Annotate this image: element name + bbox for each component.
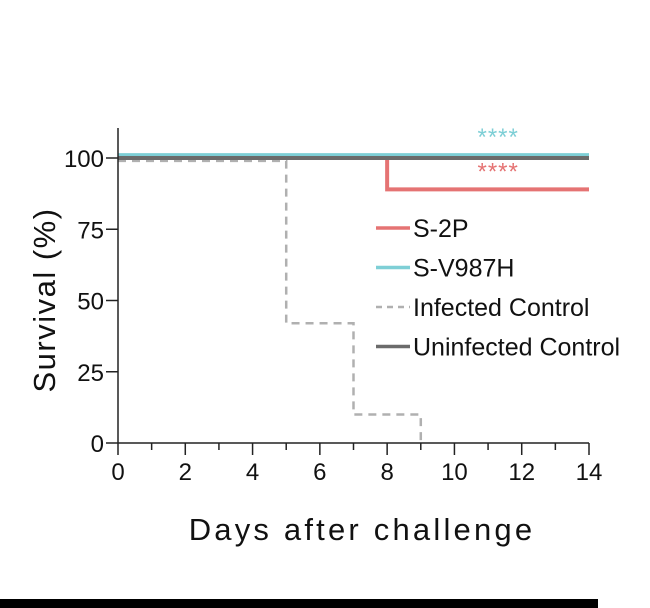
- legend-label-infected-control: Infected Control: [413, 294, 590, 322]
- y-tick-label: 100: [64, 146, 104, 173]
- y-axis-label: Survival (%): [27, 207, 62, 392]
- x-axis-label: Days after challenge: [189, 512, 536, 547]
- y-tick-label: 25: [77, 360, 104, 387]
- x-tick-label: 6: [313, 459, 326, 486]
- significance-marker: ****: [477, 158, 518, 185]
- y-tick-label: 0: [91, 431, 104, 458]
- x-tick-label: 0: [111, 459, 124, 486]
- legend-label-s-v987h: S-V987H: [413, 255, 514, 283]
- significance-marker: ****: [477, 124, 518, 151]
- series-line-infected-control: [118, 159, 423, 443]
- y-tick-label: 75: [77, 217, 104, 244]
- x-tick-label: 4: [246, 459, 259, 486]
- x-tick-label: 10: [441, 459, 468, 486]
- bottom-border-bar: [0, 599, 598, 608]
- x-tick-label: 14: [576, 459, 603, 486]
- x-tick-label: 2: [179, 459, 192, 486]
- x-tick-label: 12: [508, 459, 535, 486]
- legend-label-uninfected-control: Uninfected Control: [413, 334, 620, 362]
- legend-label-s-2p: S-2P: [413, 215, 469, 243]
- x-tick-label: 8: [380, 459, 393, 486]
- y-tick-label: 50: [77, 289, 104, 316]
